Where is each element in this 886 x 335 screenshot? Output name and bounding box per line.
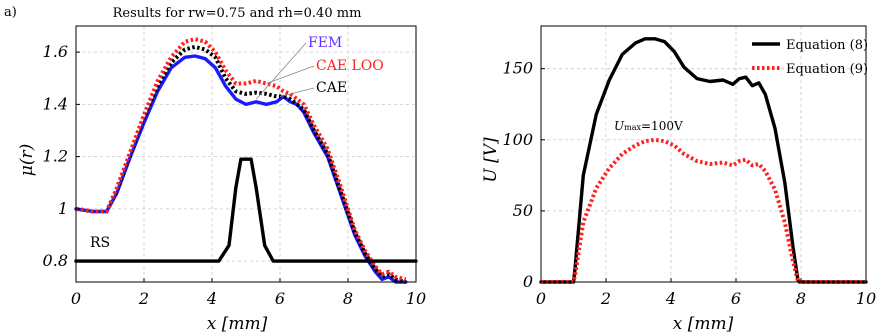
left-series-rs (74, 157, 418, 263)
leader-line-2 (279, 87, 315, 97)
left-x-tick-label-3: 6 (275, 289, 285, 308)
right-x-tick-label-0: 0 (536, 289, 546, 308)
leader-line-0 (255, 42, 307, 100)
annotation-umax: Umax=100V (614, 119, 683, 133)
right-series-equation-8 (539, 37, 868, 284)
left-x-tick-label-5: 10 (406, 289, 426, 308)
right-x-tick-label-4: 8 (796, 289, 806, 308)
left-series-cae-loo (75, 37, 407, 282)
left-y-tick-label-2: 1.2 (43, 147, 68, 166)
legend-label-1: Equation (9) (786, 62, 868, 77)
left-x-tick-label-4: 8 (343, 289, 353, 308)
left-y-tick-label-0: 0.8 (43, 251, 68, 270)
right-series-equation-9 (541, 137, 866, 284)
right-y-tick-label-1: 50 (513, 201, 533, 220)
panel-label: a) (4, 5, 17, 20)
legend: Equation (8) Equation (9) (752, 38, 868, 77)
series-label-cae: CAE (316, 80, 347, 96)
right-plot-frame (540, 25, 867, 283)
annotation-rest: =100V (641, 119, 683, 133)
leader-line-1 (266, 65, 315, 84)
right-x-axis-label: x [mm] (673, 314, 734, 334)
left-y-tick-label-3: 1.4 (43, 94, 68, 113)
right-y-tick-label-3: 150 (502, 59, 533, 78)
right-y-tick-label-2: 100 (502, 130, 533, 149)
left-chart-title: Results for rw=0.75 and rh=0.40 mm (113, 6, 362, 21)
right-y-axis-label: U [V] (481, 137, 501, 183)
left-chart: Results for rw=0.75 and rh=0.40 mm 0 2 4 6 8… (17, 6, 426, 334)
left-y-axis-label: μ(r) (17, 144, 37, 176)
legend-label-0: Equation (8) (786, 38, 868, 53)
left-series-group (74, 37, 418, 284)
right-series-group (539, 37, 868, 284)
right-y-tick-label-0: 0 (523, 272, 533, 291)
left-series-fem (74, 54, 408, 284)
series-label-cae-loo: CAE LOO (316, 58, 384, 74)
annotation-main: U (614, 119, 625, 133)
right-x-tick-label-3: 6 (731, 289, 741, 308)
annotation-sub: max (624, 123, 641, 132)
left-y-tick-label-4: 1.6 (43, 42, 68, 61)
left-series-labels: FEM CAE LOO CAE RS (90, 35, 384, 251)
left-x-tick-label-0: 0 (71, 289, 81, 308)
left-y-tick-label-1: 1 (58, 199, 68, 218)
series-label-fem: FEM (308, 35, 342, 51)
left-x-tick-label-2: 4 (206, 289, 217, 308)
left-plot-frame (75, 25, 417, 283)
left-grid (75, 26, 417, 282)
right-x-tick-label-1: 2 (600, 289, 611, 308)
left-x-tick-label-1: 2 (138, 289, 149, 308)
series-label-rs: RS (90, 235, 110, 251)
right-x-tick-label-5: 10 (856, 289, 876, 308)
right-x-tick-label-2: 4 (665, 289, 676, 308)
left-axes: 0 2 4 6 8 10 0.8 1 1.2 1.4 1.6 (43, 25, 426, 308)
left-x-axis-label: x [mm] (207, 314, 268, 334)
